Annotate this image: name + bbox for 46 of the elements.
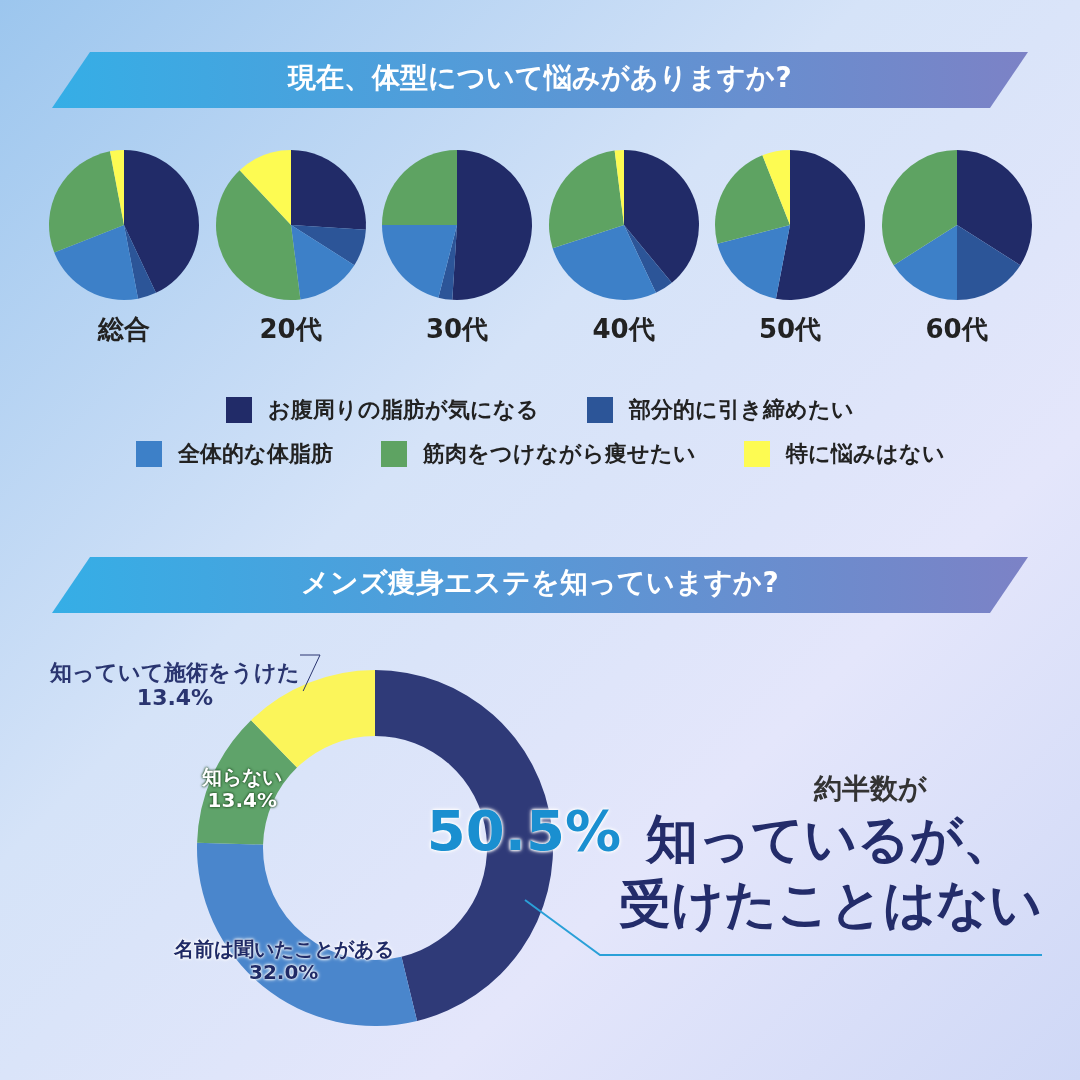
pie-slice (382, 150, 457, 225)
pie-slice (881, 150, 957, 266)
text: 50代 (757, 314, 823, 345)
pie-slice (290, 225, 354, 300)
text: 総合 (96, 314, 151, 345)
data-label: 13.4% (136, 684, 214, 710)
text: 20代 (258, 314, 323, 345)
pie-slice (893, 225, 957, 300)
pie-slice (109, 150, 124, 225)
pie-slice (548, 150, 624, 249)
pie-slice (762, 150, 790, 225)
legend-label: 部分的に引き締めたい (629, 396, 854, 424)
legend-label: 筋肉をつけながら痩せたい (422, 440, 696, 468)
text: 約半数が (812, 772, 928, 806)
pie-slice (124, 225, 156, 299)
legend-label: 全体的な体脂肪 (177, 440, 333, 468)
pie-slice (124, 150, 199, 293)
text: 知っているが、 (645, 809, 1015, 869)
pie-slice (715, 155, 790, 244)
slice-label: 知っていて施術をうけた (50, 659, 300, 685)
data-label: 32.0% (248, 959, 319, 984)
text: 60代 (924, 314, 989, 345)
chart-title: メンズ痩身エステを知っていますか? (300, 566, 780, 600)
pie-slice (717, 225, 790, 299)
pie-slice (623, 150, 699, 283)
pie-slice (215, 170, 300, 300)
pie-slice (382, 225, 457, 298)
slice-label: 知らない (202, 765, 283, 790)
pie-slice (452, 150, 532, 300)
pie-slice (956, 225, 1020, 300)
pie-slice (775, 150, 865, 300)
pie-slice (49, 151, 124, 253)
text: 40代 (591, 314, 656, 345)
pie-slice (54, 225, 139, 300)
pie-slice (552, 225, 656, 300)
text: 30代 (424, 314, 490, 345)
legend-label: 特に悩みはない (785, 440, 945, 468)
legend-label: お腹周りの脂肪が気になる (268, 396, 539, 424)
pie-slice (239, 150, 291, 225)
pie-slice (290, 225, 366, 266)
chart-title: 現在、体型について悩みがありますか? (286, 61, 793, 95)
pie-slice (956, 150, 1032, 266)
pie-slice (623, 225, 672, 293)
pie-slice (290, 150, 366, 230)
text: 受けたことはない (617, 874, 1043, 935)
pie-slice (438, 225, 457, 300)
